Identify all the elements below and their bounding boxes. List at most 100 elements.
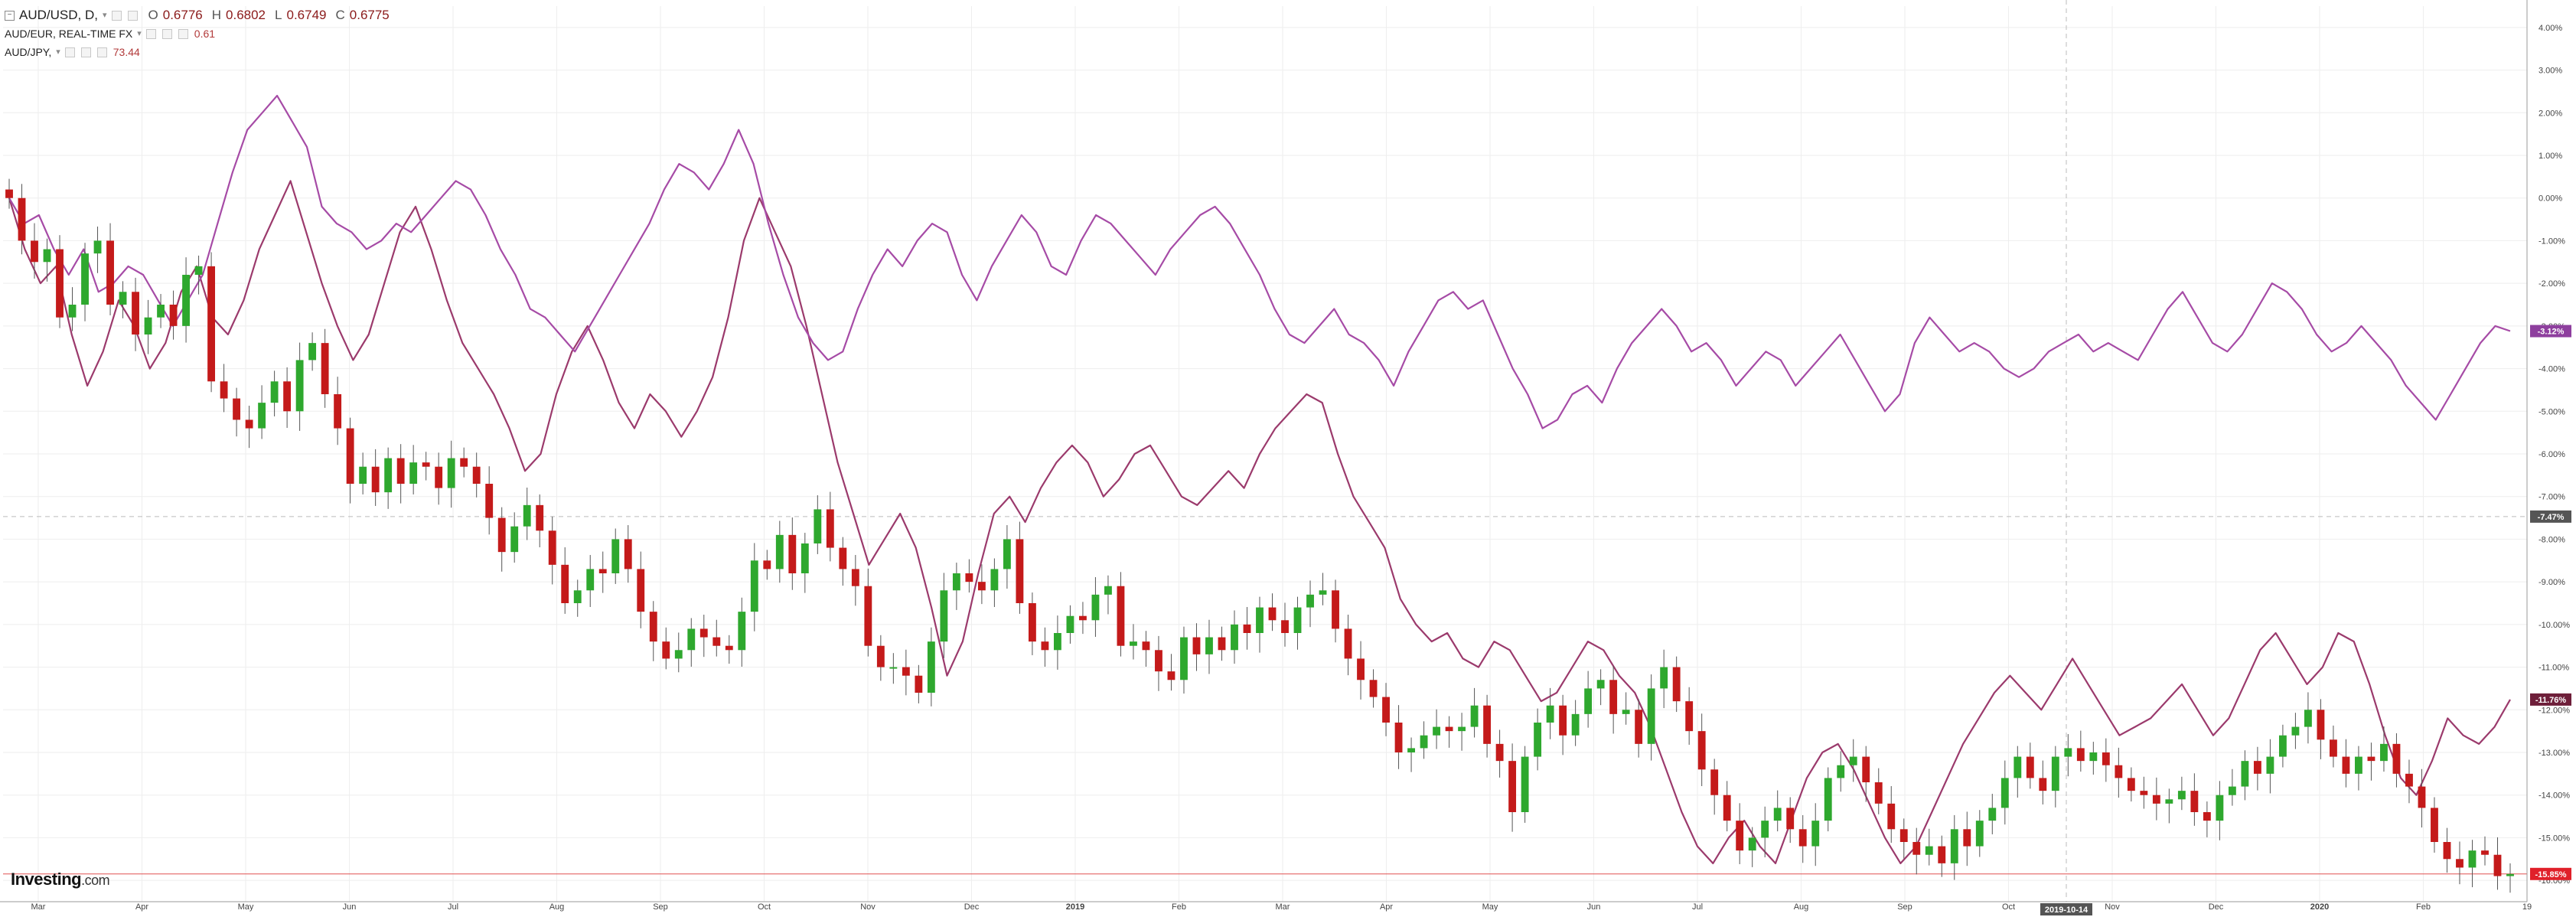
candle-body (1079, 615, 1087, 621)
visibility-icon[interactable] (64, 47, 75, 57)
settings-icon[interactable] (111, 10, 122, 21)
x-tick-label: Nov (2105, 902, 2120, 912)
candle-body (68, 305, 77, 318)
y-tick-label: -14.00% (2539, 791, 2570, 801)
candle-body (990, 569, 999, 591)
candle-body (1862, 756, 1870, 782)
candle-body (1534, 723, 1542, 757)
y-tick-label: 2.00% (2539, 109, 2562, 118)
candle-body (1028, 603, 1036, 642)
candle-body (1433, 726, 1440, 736)
candle-body (2140, 791, 2148, 795)
candle-body (1887, 803, 1896, 830)
candle-body (2190, 791, 2199, 812)
series-aud-usd (5, 178, 2514, 893)
visibility-icon[interactable] (145, 28, 156, 39)
candle-body (1344, 628, 1352, 659)
legend-row-aud-eur[interactable]: AUD/EUR, REAL-TIME FX ▾ 0.61 (5, 24, 390, 43)
value-badge-label: -15.85% (2535, 870, 2567, 879)
legend: − AUD/USD, D, ▾ O 0.6776 H 0.6802 L 0.6749 … (5, 6, 390, 61)
crosshair (3, 0, 2527, 902)
crosshair-date-label: 2019-10-14 (2045, 906, 2089, 915)
x-tick-label: Feb (2416, 902, 2431, 912)
candle-body (56, 249, 64, 318)
collapse-icon[interactable]: − (5, 10, 15, 21)
series-aud-jpy (8, 180, 2511, 865)
candle-body (2266, 756, 2274, 774)
candle-body (977, 582, 986, 591)
investing-logo[interactable]: Investing.com (11, 870, 110, 889)
candle-body (1293, 607, 1302, 633)
x-tick-label: Mar (1276, 902, 1290, 912)
x-tick-label: Aug (1794, 902, 1809, 912)
candle-body (750, 560, 758, 612)
x-tick-label: Oct (2002, 902, 2015, 912)
legend-row-aud-usd[interactable]: − AUD/USD, D, ▾ O 0.6776 H 0.6802 L 0.6749 … (5, 6, 390, 24)
legend-row-aud-jpy[interactable]: AUD/JPY, ▾ 73.44 (5, 43, 390, 61)
candle-body (2039, 778, 2047, 791)
x-tick-label: Oct (758, 902, 771, 912)
value-badge (2530, 867, 2571, 880)
x-tick-label: Feb (1172, 902, 1186, 912)
candle-body (902, 667, 910, 676)
legend-symbol-2[interactable]: AUD/EUR, REAL-TIME FX (5, 28, 133, 40)
candle-body (472, 466, 481, 484)
candle-body (270, 381, 279, 403)
candle-body (2177, 791, 2186, 800)
candle-body (2342, 756, 2350, 774)
candle-body (2165, 799, 2173, 804)
settings-icon[interactable] (80, 47, 91, 57)
settings-icon[interactable] (161, 28, 172, 39)
candle-body (1445, 726, 1453, 732)
dropdown-arrow-icon[interactable]: ▾ (137, 29, 142, 38)
candle-body (864, 586, 872, 646)
candle-body (561, 564, 569, 603)
candle-body (359, 466, 367, 484)
remove-icon[interactable] (96, 47, 107, 57)
candle-body (2203, 812, 2211, 821)
candle-body (2330, 739, 2337, 757)
candle-body (662, 641, 670, 659)
value-badges: -3.12% -11.76% -15.85% -7.47% 2019-10-14 (2040, 325, 2571, 915)
legend-symbol[interactable]: AUD/USD, D, (19, 8, 98, 22)
candle-body (93, 240, 102, 254)
candle-body (119, 292, 127, 305)
candle-body (1710, 769, 1719, 795)
remove-icon[interactable] (178, 28, 188, 39)
candle-body (826, 509, 834, 548)
candle-body (384, 458, 393, 493)
candle-body (624, 539, 632, 569)
y-tick-label: 1.00% (2539, 152, 2562, 161)
candle-body (1167, 671, 1176, 680)
candle-body (396, 458, 405, 484)
x-tick-label: 19 (2522, 902, 2532, 912)
y-tick-label: -10.00% (2539, 621, 2570, 630)
candle-body (1218, 637, 1226, 651)
candle-body (1736, 821, 1744, 851)
candle-body (435, 466, 443, 488)
series3-value: 73.44 (112, 46, 140, 58)
dropdown-arrow-icon[interactable]: ▾ (102, 11, 107, 20)
candle-body (1053, 633, 1061, 651)
dropdown-arrow-icon[interactable]: ▾ (56, 47, 60, 57)
candle-body (1988, 808, 1997, 821)
x-tick-label: May (238, 902, 254, 912)
candle-body (245, 419, 253, 429)
candle-body (2367, 756, 2375, 762)
candle-body (2241, 761, 2249, 787)
x-tick-label: Jun (1587, 902, 1601, 912)
x-tick-label: Nov (860, 902, 876, 912)
y-tick-label: -7.00% (2539, 493, 2565, 502)
remove-icon[interactable] (127, 10, 138, 21)
candle-body (1268, 607, 1277, 621)
y-tick-label: -13.00% (2539, 749, 2570, 758)
candle-body (295, 360, 304, 412)
candle-body (1180, 637, 1188, 680)
candle-body (1382, 697, 1390, 723)
candle-body (839, 547, 847, 569)
candle-body (1066, 615, 1074, 633)
candle-body (1963, 829, 1971, 847)
legend-symbol-3[interactable]: AUD/JPY, (5, 46, 52, 58)
candle-body (1231, 624, 1238, 651)
